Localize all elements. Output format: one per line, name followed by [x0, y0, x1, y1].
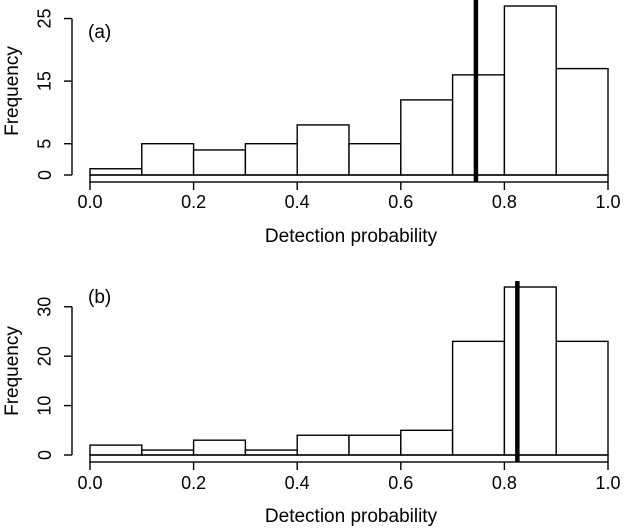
y-tick-label: 25 [35, 9, 55, 29]
histogram-bar [555, 67, 609, 176]
y-axis-label: Frequency [2, 326, 23, 416]
x-tick-label: 0.0 [77, 473, 102, 493]
x-tick-label: 0.8 [492, 473, 517, 493]
y-tick-label: 0 [35, 450, 55, 460]
y-tick-label: 10 [35, 396, 55, 416]
histogram-bar [400, 429, 454, 456]
histogram-bar [348, 143, 402, 176]
x-axis-baseline-box [89, 454, 609, 463]
histogram-bar [244, 449, 298, 456]
histogram-bar [451, 340, 506, 456]
x-tick-label: 0.0 [77, 192, 102, 212]
y-tick-label: 20 [35, 346, 55, 366]
histogram-bar [348, 434, 402, 456]
x-tick-label: 0.8 [492, 192, 517, 212]
x-axis-label: Detection probability [265, 226, 438, 247]
histogram-bar [192, 439, 247, 456]
histogram-bar [89, 168, 143, 176]
x-tick-label: 0.2 [181, 473, 206, 493]
histogram-bar [141, 143, 195, 176]
x-tick-label: 0.4 [285, 192, 310, 212]
x-axis-label: Detection probability [265, 506, 438, 527]
y-tick-label: 0 [35, 170, 55, 180]
histogram-bar [192, 149, 247, 176]
panel-label: (a) [88, 22, 111, 43]
histogram-bar [89, 444, 143, 456]
histogram-bar [400, 99, 454, 176]
y-tick-label: 5 [35, 139, 55, 149]
y-tick-label: 15 [35, 71, 55, 91]
histogram-panel-b: 0 10 20 30 0.0 0.2 0.4 0.6 0.8 1.0 (b) Detection pr… [2, 281, 621, 527]
x-tick-label: 0.4 [285, 473, 310, 493]
histogram-panel-a: 0 5 15 25 0.0 0.2 0.4 0.6 0.8 1.0 (a) Detection pro… [2, 0, 621, 247]
histogram-bar [244, 143, 298, 176]
histogram-bar [296, 434, 350, 456]
x-tick-label: 0.2 [181, 192, 206, 212]
x-tick-label: 1.0 [595, 473, 620, 493]
x-tick-label: 1.0 [595, 192, 620, 212]
y-tick-label: 30 [35, 297, 55, 317]
histogram-bar [451, 74, 506, 176]
histogram-bar [503, 5, 557, 176]
x-tick-label: 0.6 [388, 192, 413, 212]
histogram-bar [296, 124, 350, 176]
histogram-bar [141, 449, 195, 456]
panel-label: (b) [88, 287, 111, 308]
histogram-bar [555, 340, 609, 456]
x-tick-label: 0.6 [388, 473, 413, 493]
y-axis-label: Frequency [2, 46, 23, 136]
histogram-bar [503, 286, 557, 456]
x-axis-baseline-box [89, 174, 609, 183]
